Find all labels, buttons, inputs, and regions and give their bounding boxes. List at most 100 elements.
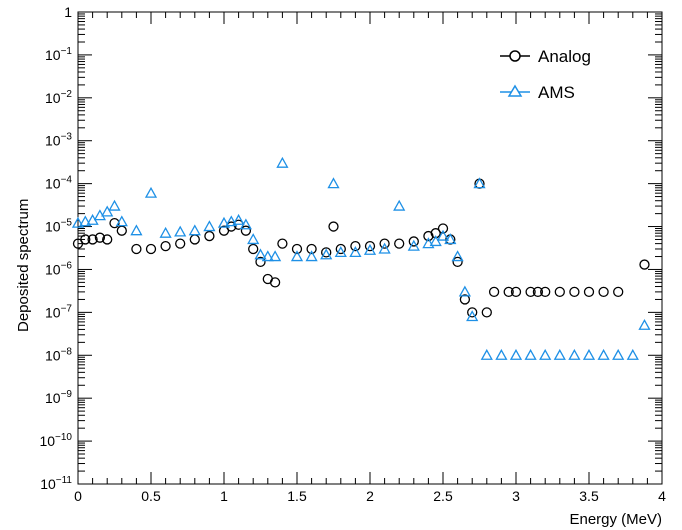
data-point-ams [458, 285, 472, 297]
data-point-ams [254, 248, 267, 260]
data-point-analog [269, 277, 281, 288]
data-point-ams [480, 348, 493, 360]
data-point-ams [473, 177, 486, 189]
data-point-ams [174, 225, 187, 237]
data-point-ams [451, 250, 464, 262]
legend-marker-analog [509, 50, 521, 62]
x-tick-label: 1 [220, 488, 228, 504]
data-point-ams [612, 348, 625, 360]
x-tick-label: 2.5 [433, 488, 453, 504]
data-point-analog [525, 286, 536, 298]
data-point-ams [444, 233, 457, 245]
data-point-analog [255, 256, 266, 268]
data-point-analog [503, 286, 514, 298]
data-point-analog [598, 286, 609, 298]
data-point-ams [349, 246, 362, 258]
y-tick-label: 10−3 [45, 132, 72, 149]
x-tick-label: 0.5 [141, 488, 161, 504]
data-point-ams [597, 348, 610, 360]
data-point-analog [131, 243, 142, 255]
data-point-analog [639, 259, 650, 270]
data-point-ams [524, 348, 537, 360]
data-point-analog [554, 286, 565, 298]
y-tick-label: 10−5 [45, 218, 72, 235]
data-point-ams [378, 242, 391, 254]
data-point-analog [423, 230, 434, 242]
data-point-ams [327, 177, 340, 189]
data-point-analog [532, 286, 544, 298]
data-point-ams [79, 215, 92, 227]
data-point-ams [203, 220, 216, 232]
data-point-ams [130, 224, 143, 236]
data-point-analog [364, 240, 376, 252]
x-tick-label: 3 [512, 488, 520, 504]
data-point-ams [509, 348, 523, 360]
data-point-ams [466, 310, 479, 322]
series-analog [72, 178, 650, 318]
data-point-ams [393, 199, 406, 211]
data-point-analog [240, 225, 252, 236]
data-point-ams [71, 216, 85, 228]
data-point-analog [328, 221, 339, 232]
y-tick-label: 10−10 [39, 432, 72, 449]
axis-ticks: 0 0.5 1 1.5 2 2.5 3 3.5 4 1 10−1 10−2 10−3 10−4 10−5 10… [39, 4, 666, 504]
data-point-ams [638, 318, 651, 330]
y-tick-label: 10−8 [45, 346, 72, 363]
data-point-ams [247, 233, 260, 245]
data-point-ams [239, 218, 253, 230]
data-point-analog [452, 256, 463, 268]
x-tick-label: 0 [74, 488, 82, 504]
data-point-analog [102, 234, 113, 245]
data-point-analog [306, 243, 317, 255]
y-tick-label: 10−4 [45, 175, 72, 192]
data-point-ams [436, 229, 450, 241]
data-point-ams [261, 250, 274, 262]
data-point-ams [225, 215, 238, 227]
data-point-analog [510, 286, 522, 298]
y-tick-label: 10−1 [45, 46, 72, 63]
y-tick-label: 10−11 [40, 475, 72, 492]
data-point-analog [109, 217, 120, 229]
legend: Analog AMS [500, 47, 591, 102]
data-point-analog [459, 294, 471, 305]
data-point-ams [268, 250, 282, 262]
legend-label-ams: AMS [538, 83, 575, 102]
x-tick-label: 4 [658, 488, 666, 504]
y-tick-label: 10−9 [45, 389, 72, 406]
data-point-analog [116, 225, 127, 236]
data-point-ams [320, 248, 333, 260]
data-point-analog [467, 307, 478, 318]
data-point-ams [188, 224, 201, 236]
y-tick-label: 10−7 [45, 303, 72, 320]
data-point-analog [437, 223, 449, 234]
data-point-ams [429, 235, 442, 247]
y-axis-title: Deposited spectrum [15, 199, 32, 332]
data-point-ams [144, 186, 158, 198]
data-point-ams [626, 348, 639, 360]
data-point-ams [115, 215, 128, 227]
data-point-ams [108, 199, 121, 211]
data-point-analog [321, 247, 332, 258]
x-tick-label: 1.5 [287, 488, 307, 504]
data-point-ams [305, 250, 318, 262]
data-point-analog [488, 286, 500, 298]
x-axis-title: Energy (MeV) [569, 511, 662, 528]
data-point-ams [495, 348, 508, 360]
data-point-analog [94, 232, 106, 243]
data-point-ams [232, 213, 245, 225]
data-point-ams [582, 348, 596, 360]
data-point-analog [379, 238, 390, 249]
data-point-analog [175, 238, 186, 249]
data-point-ams [334, 246, 347, 258]
data-point-analog [394, 238, 405, 249]
data-point-ams [422, 237, 435, 249]
data-point-ams [363, 243, 377, 255]
data-point-analog [569, 286, 580, 298]
x-tick-label: 2 [366, 488, 374, 504]
legend-marker-ams [507, 84, 523, 97]
data-point-ams [217, 216, 231, 228]
y-tick-label: 10−2 [45, 89, 72, 106]
data-point-ams [101, 205, 114, 217]
data-point-analog [277, 238, 288, 249]
